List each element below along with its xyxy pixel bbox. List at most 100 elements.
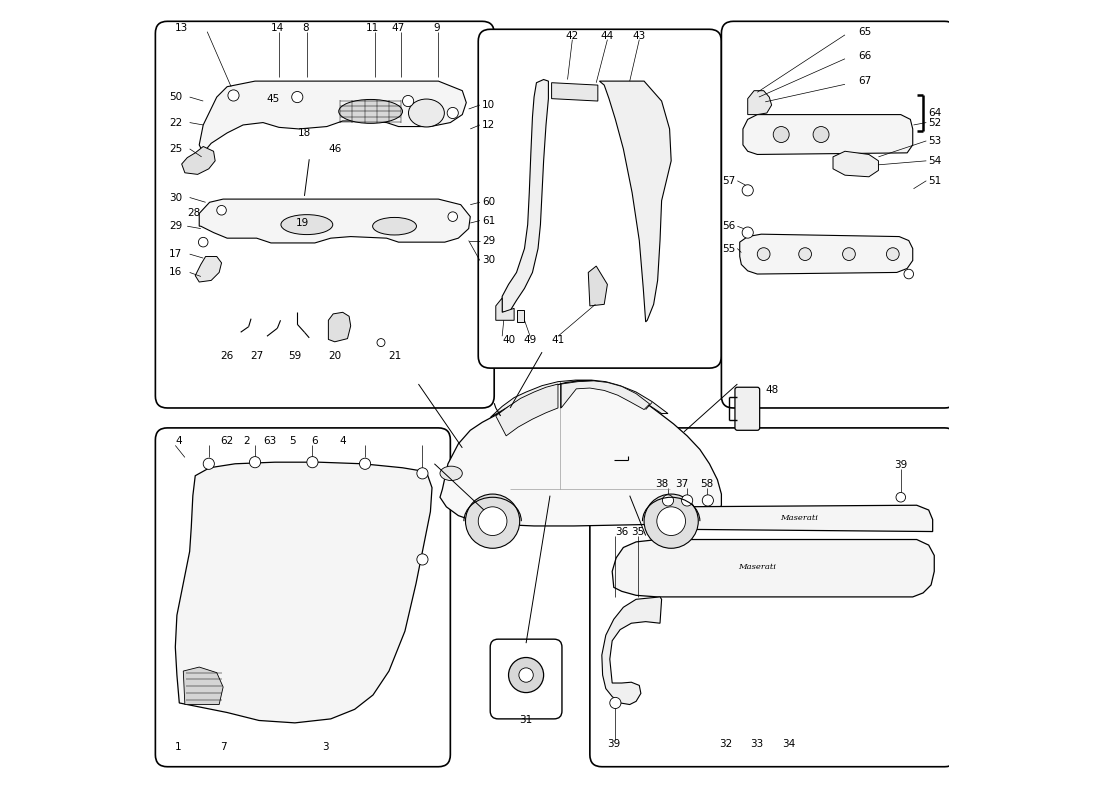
Text: 31: 31 xyxy=(519,715,532,726)
Text: 1: 1 xyxy=(175,742,182,752)
Circle shape xyxy=(465,494,519,548)
Text: eurospares: eurospares xyxy=(647,583,804,607)
Text: 58: 58 xyxy=(701,478,714,489)
Text: 67: 67 xyxy=(858,76,871,86)
Text: 54: 54 xyxy=(928,156,942,166)
Text: 3: 3 xyxy=(322,742,329,752)
Polygon shape xyxy=(182,146,216,174)
Polygon shape xyxy=(496,298,514,320)
Polygon shape xyxy=(561,381,650,410)
Ellipse shape xyxy=(339,99,403,123)
Text: 30: 30 xyxy=(482,255,495,266)
Text: 52: 52 xyxy=(928,118,942,127)
Circle shape xyxy=(403,95,414,106)
Text: 41: 41 xyxy=(551,335,564,346)
FancyBboxPatch shape xyxy=(735,387,760,430)
Text: eurospares: eurospares xyxy=(255,579,414,603)
Text: eurospares: eurospares xyxy=(654,205,813,229)
Polygon shape xyxy=(833,151,879,177)
Text: 65: 65 xyxy=(858,26,871,37)
Circle shape xyxy=(757,248,770,261)
Text: 33: 33 xyxy=(750,739,763,750)
Circle shape xyxy=(682,495,693,506)
Circle shape xyxy=(228,90,239,101)
Text: 20: 20 xyxy=(328,351,341,361)
Text: 49: 49 xyxy=(524,335,537,346)
Text: 40: 40 xyxy=(503,335,515,346)
Circle shape xyxy=(799,248,812,261)
Text: 19: 19 xyxy=(296,218,309,228)
FancyBboxPatch shape xyxy=(590,428,957,766)
Text: 7: 7 xyxy=(220,742,227,752)
Circle shape xyxy=(609,698,622,709)
Text: 12: 12 xyxy=(482,120,495,130)
Text: 63: 63 xyxy=(263,437,276,446)
Polygon shape xyxy=(602,597,661,705)
Polygon shape xyxy=(199,81,466,153)
Circle shape xyxy=(307,457,318,468)
Text: 50: 50 xyxy=(169,92,183,102)
Text: 27: 27 xyxy=(250,351,263,361)
Text: 28: 28 xyxy=(187,208,200,218)
Polygon shape xyxy=(551,82,597,101)
Text: 36: 36 xyxy=(615,526,628,537)
FancyBboxPatch shape xyxy=(722,22,957,408)
Text: 10: 10 xyxy=(482,100,495,110)
Text: 9: 9 xyxy=(433,22,440,33)
Text: 59: 59 xyxy=(288,351,301,361)
Circle shape xyxy=(702,495,714,506)
Text: 53: 53 xyxy=(928,136,942,146)
Circle shape xyxy=(887,248,899,261)
Text: 11: 11 xyxy=(365,22,378,33)
Polygon shape xyxy=(517,310,525,322)
Polygon shape xyxy=(496,384,558,436)
Polygon shape xyxy=(329,312,351,342)
Ellipse shape xyxy=(440,466,462,481)
Text: 44: 44 xyxy=(601,30,614,41)
Circle shape xyxy=(448,212,458,222)
Circle shape xyxy=(657,507,685,535)
Polygon shape xyxy=(600,81,671,322)
Circle shape xyxy=(742,227,754,238)
Text: 6: 6 xyxy=(311,437,318,446)
Text: 64: 64 xyxy=(928,108,942,118)
Text: 34: 34 xyxy=(782,739,795,750)
Polygon shape xyxy=(588,266,607,306)
Text: 29: 29 xyxy=(169,222,183,231)
Polygon shape xyxy=(175,462,432,723)
Circle shape xyxy=(662,495,673,506)
Circle shape xyxy=(773,126,789,142)
FancyBboxPatch shape xyxy=(491,639,562,719)
Polygon shape xyxy=(613,539,934,597)
Text: 2: 2 xyxy=(244,437,251,446)
Text: 46: 46 xyxy=(328,144,341,154)
Text: 66: 66 xyxy=(858,50,871,61)
Circle shape xyxy=(896,493,905,502)
FancyBboxPatch shape xyxy=(155,428,450,766)
Text: Maserati: Maserati xyxy=(780,514,817,522)
Text: 5: 5 xyxy=(289,437,296,446)
Circle shape xyxy=(360,458,371,470)
Text: 55: 55 xyxy=(722,243,735,254)
Polygon shape xyxy=(195,257,221,282)
Circle shape xyxy=(742,185,754,196)
Text: 35: 35 xyxy=(631,526,645,537)
Circle shape xyxy=(904,270,913,279)
Text: 56: 56 xyxy=(722,222,735,231)
Text: 37: 37 xyxy=(675,478,689,489)
Text: 48: 48 xyxy=(764,385,779,394)
Circle shape xyxy=(448,107,459,118)
Circle shape xyxy=(645,494,698,548)
Text: 32: 32 xyxy=(718,739,732,750)
Text: 29: 29 xyxy=(482,235,495,246)
Text: 43: 43 xyxy=(632,30,646,41)
Text: 30: 30 xyxy=(169,193,183,202)
Circle shape xyxy=(198,238,208,247)
Text: eurospares: eurospares xyxy=(255,205,414,229)
Circle shape xyxy=(250,457,261,468)
Circle shape xyxy=(843,248,856,261)
Ellipse shape xyxy=(373,218,417,235)
FancyBboxPatch shape xyxy=(155,22,494,408)
Text: 47: 47 xyxy=(392,22,405,33)
Text: 39: 39 xyxy=(607,739,620,750)
